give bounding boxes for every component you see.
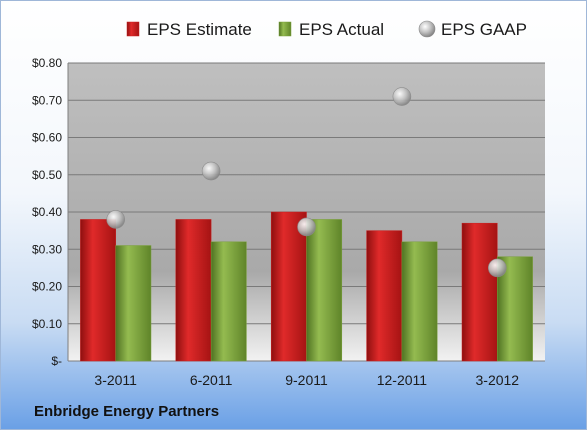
gaap-marker [297, 217, 316, 237]
y-tick-label: $0.50 [32, 168, 62, 182]
x-tick-label: 9-2011 [285, 372, 328, 388]
legend-swatch [278, 21, 292, 37]
y-tick-label: $0.70 [32, 93, 62, 107]
gaap-marker [201, 161, 221, 181]
x-tick-label: 3-2011 [94, 372, 137, 388]
y-tick-label: $0.10 [32, 317, 62, 331]
actual-bar [115, 245, 152, 362]
gaap-marker [392, 87, 412, 106]
x-tick-label: 3-2012 [476, 372, 520, 388]
x-tick-label: 12-2011 [377, 372, 428, 388]
x-tick-label: 6-2011 [190, 372, 233, 388]
legend-actual: EPS Actual [278, 20, 384, 39]
legend-label: EPS Estimate [147, 20, 252, 39]
legend-swatch [418, 20, 436, 38]
estimate-bar [175, 219, 212, 362]
y-tick-label: $0.60 [32, 131, 62, 145]
y-tick-label: $0.20 [32, 280, 62, 294]
estimate-bar [270, 211, 307, 362]
gaap-marker [487, 258, 507, 278]
gaap-marker [106, 210, 125, 229]
legend-swatch [126, 21, 140, 37]
legend-gaap: EPS GAAP [418, 20, 527, 39]
estimate-bar [80, 219, 116, 362]
y-tick-label: $0.40 [32, 205, 62, 219]
estimate-bar [366, 230, 403, 362]
actual-bar [210, 241, 247, 362]
company-name: Enbridge Energy Partners [34, 403, 220, 420]
actual-bar [306, 219, 343, 362]
y-tick-label: $0.30 [32, 242, 62, 256]
actual-bar [401, 241, 438, 362]
estimate-bar [461, 222, 498, 362]
y-tick-label: $- [51, 354, 62, 368]
legend-label: EPS GAAP [441, 20, 527, 39]
legend-estimate: EPS Estimate [126, 20, 252, 39]
legend-label: EPS Actual [299, 20, 384, 39]
y-tick-label: $0.80 [32, 56, 62, 70]
